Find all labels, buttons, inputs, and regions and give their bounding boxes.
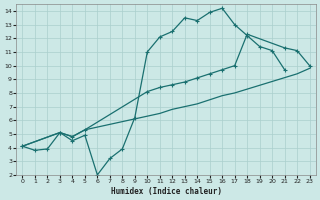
X-axis label: Humidex (Indice chaleur): Humidex (Indice chaleur) — [110, 187, 221, 196]
